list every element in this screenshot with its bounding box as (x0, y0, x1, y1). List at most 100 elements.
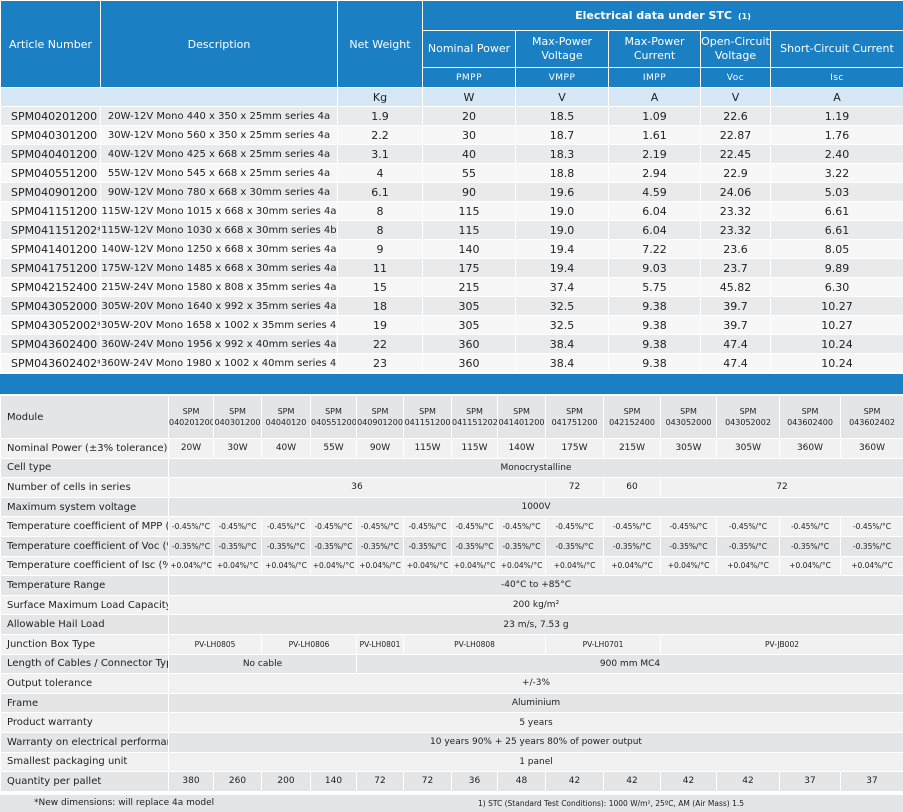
cell: -0.35%/°C (403, 535, 452, 557)
spec-row: Smallest packaging unit 1 panel (0, 751, 903, 773)
cell: -0.35%/°C (497, 535, 546, 557)
cell: -0.45%/°C (716, 516, 780, 537)
cell: 48 (497, 771, 546, 792)
description: 40W-12V Mono 425 x 668 x 25mm series 4a (100, 144, 338, 164)
cell: 175 (422, 258, 516, 278)
row-label: Frame (0, 692, 169, 714)
cell: -0.35%/°C (660, 535, 717, 557)
row-label: Nominal Power (±3% tolerance) (0, 438, 169, 459)
cell: 10.27 (770, 315, 903, 335)
cell: 30 (422, 125, 516, 145)
cell: -0.45%/°C (660, 516, 717, 537)
column-header-text: Max-Power Current (624, 35, 685, 62)
description: 305W-20V Mono 1658 x 1002 x 35mm series … (100, 315, 338, 335)
cell: 15 (337, 277, 423, 297)
article-number: SPM043602402* (0, 353, 101, 373)
spec-row: Surface Maximum Load Capacity 200 kg/m² (0, 594, 903, 616)
cell: 5 years (168, 712, 903, 733)
cell: PV-LH0701 (545, 633, 661, 655)
group-note: (1) (737, 12, 751, 21)
article-number: SPM041151200 (0, 201, 101, 221)
cell: 55W (310, 438, 357, 459)
header-row: Article Number Description Net Weight Elect… (0, 0, 903, 88)
cell: 1000V (168, 496, 903, 518)
cell: 30W (213, 438, 262, 459)
cell: 18 (337, 296, 423, 316)
cell: 5.03 (770, 182, 903, 202)
cell: -0.45%/°C (603, 516, 661, 537)
unit (0, 87, 338, 107)
cell: -0.35%/°C (603, 535, 661, 557)
module-name: SPM 043602402 (840, 395, 903, 439)
cell: 1.61 (608, 125, 701, 145)
cell: -0.45%/°C (261, 516, 311, 537)
cell: 19.6 (515, 182, 609, 202)
cell: 42 (716, 771, 780, 792)
description: 55W-12V Mono 545 x 668 x 25mm series 4a (100, 163, 338, 183)
article-number: SPM043052002* (0, 315, 101, 335)
unit: Kg (337, 87, 423, 107)
cell: 10.27 (770, 296, 903, 316)
cell: +0.04%/°C (840, 555, 903, 577)
row-label: Allowable Hail Load (0, 614, 169, 635)
cell: +0.04%/°C (261, 555, 311, 577)
cell: 9.38 (608, 296, 701, 316)
cell: 10.24 (770, 334, 903, 354)
cell: +0.04%/°C (497, 555, 546, 577)
cell: 1.76 (770, 125, 903, 145)
cell: 22 (337, 334, 423, 354)
row-label: Warranty on electrical performance (0, 731, 169, 753)
cell: 19 (337, 315, 423, 335)
cell: 3.22 (770, 163, 903, 183)
description: 115W-12V Mono 1030 x 668 x 30mm series 4… (100, 220, 338, 240)
row-label: Temperature coefficient of Isc (%) (0, 555, 169, 577)
cell: -40°C to +85°C (168, 575, 903, 596)
cell: 18.8 (515, 163, 609, 183)
cell: -0.45%/°C (779, 516, 841, 537)
article-number: SPM040401200 (0, 144, 101, 164)
cell: 115W (403, 438, 452, 459)
row-label: Module (0, 395, 169, 439)
footer: *New dimensions: will replace 4a model 1… (0, 795, 903, 812)
cell: 60 (603, 477, 661, 498)
cell: 40W (261, 438, 311, 459)
cell: -0.45%/°C (168, 516, 214, 537)
symbol: IMPP (608, 67, 701, 88)
data-row: SPM040301200 30W-12V Mono 560 x 350 x 25m… (0, 125, 903, 145)
cell: 47.4 (700, 334, 771, 354)
cell: -0.45%/°C (310, 516, 357, 537)
cell: -0.35%/°C (840, 535, 903, 557)
cell: -0.35%/°C (716, 535, 780, 557)
cell: 9.38 (608, 353, 701, 373)
cell: 9 (337, 239, 423, 259)
row-label: Output tolerance (0, 673, 169, 694)
cell: 90W (356, 438, 404, 459)
description: 215W-24V Mono 1580 x 808 x 35mm series 4… (100, 277, 338, 297)
module-name: SPM 040201200 (168, 395, 214, 439)
data-row: SPM043602402* 360W-24V Mono 1980 x 1002 x… (0, 353, 903, 373)
cell: 22.87 (700, 125, 771, 145)
spec-row: Output tolerance +/-3% (0, 673, 903, 694)
cell: 38.4 (515, 353, 609, 373)
data-row: SPM043052000 305W-20V Mono 1640 x 992 x 3… (0, 296, 903, 316)
article-number: SPM043602400 (0, 334, 101, 354)
spec-row: Number of cells in series 36 72 60 72 (0, 477, 903, 498)
data-row: SPM041401200 140W-12V Mono 1250 x 668 x 3… (0, 239, 903, 259)
cell: -0.45%/°C (403, 516, 452, 537)
cell: 1 panel (168, 751, 903, 773)
module-name: SPM 041751200 (545, 395, 604, 439)
cell: 6.30 (770, 277, 903, 297)
spec-row: Temperature Range -40°C to +85°C (0, 575, 903, 596)
cell: 23 (337, 353, 423, 373)
spec-row: Length of Cables / Connector Type No cabl… (0, 653, 903, 675)
cell: 90 (422, 182, 516, 202)
column-header: Short-Circuit Current (770, 30, 903, 68)
footer-note: 1) STC (Standard Test Conditions): 1000 … (478, 799, 745, 808)
row-label: Temperature coefficient of Voc (%) (0, 535, 169, 557)
cell: -0.35%/°C (779, 535, 841, 557)
spec-row: Cell type Monocrystalline (0, 457, 903, 479)
cell: 23 m/s, 7.53 g (168, 614, 903, 635)
cell: 45.82 (700, 277, 771, 297)
data-row: SPM040401200 40W-12V Mono 425 x 668 x 25m… (0, 144, 903, 164)
data-row: SPM043052002* 305W-20V Mono 1658 x 1002 x… (0, 315, 903, 335)
